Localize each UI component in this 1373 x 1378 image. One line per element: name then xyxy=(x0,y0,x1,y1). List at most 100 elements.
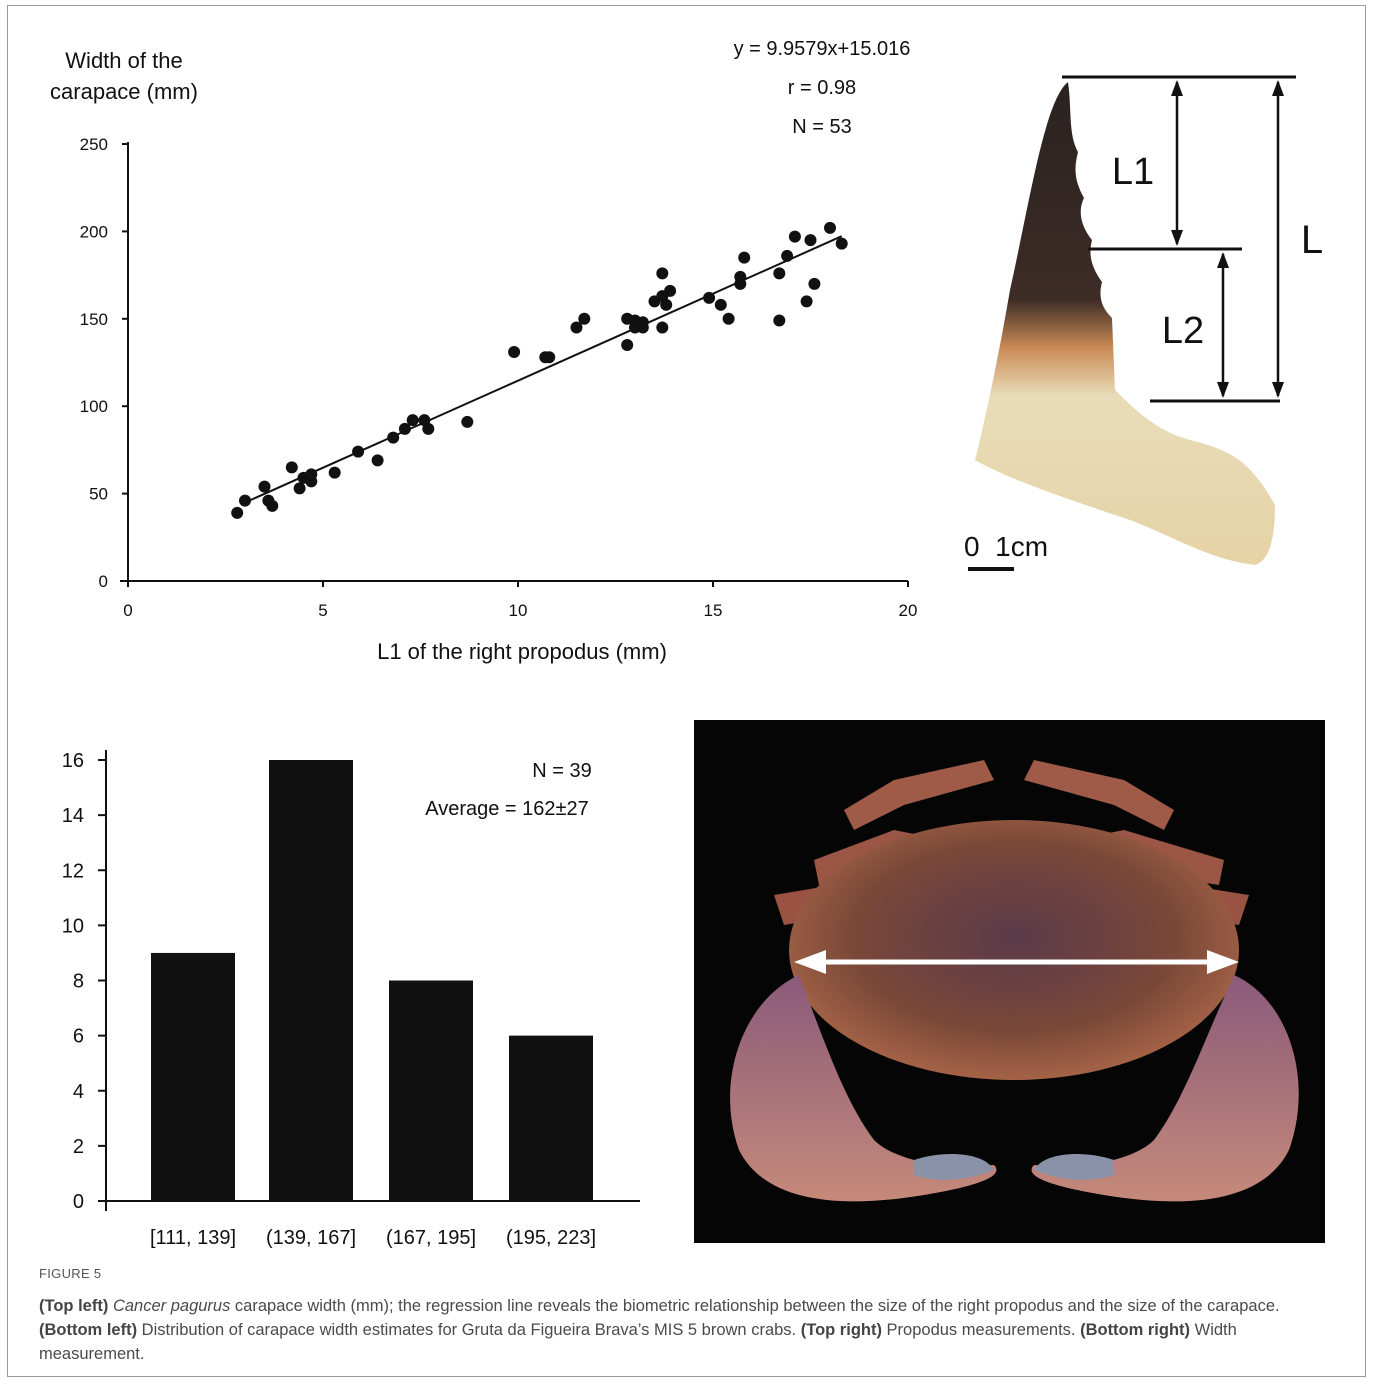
scale-bar-label: 0 1cm xyxy=(964,531,1048,562)
hist-sample-size: N = 39 xyxy=(532,760,591,782)
caption-bottom-right-label: (Bottom right) xyxy=(1080,1321,1191,1339)
crab-pincer-left xyxy=(914,1154,994,1180)
scatter-chart: Width of the carapace (mm) y = 9.9579x+1… xyxy=(50,38,918,664)
data-point xyxy=(804,234,817,247)
data-point xyxy=(788,230,801,243)
regression-equation: y = 9.9579x+15.016 xyxy=(734,38,911,60)
hist-y-tick-label: 2 xyxy=(73,1136,84,1158)
sample-size-annotation: N = 53 xyxy=(792,116,851,138)
data-point xyxy=(328,466,341,479)
y-axis-label-line2: carapace (mm) xyxy=(50,79,198,104)
x-tick-label: 0 xyxy=(123,601,132,620)
label-l: L xyxy=(1301,218,1323,262)
data-point xyxy=(621,339,634,352)
data-point xyxy=(781,249,794,262)
width-arrowhead-left xyxy=(794,950,826,974)
caption-bottom-right-text: Width measurement. xyxy=(39,1321,1237,1363)
data-point xyxy=(636,316,649,329)
data-point xyxy=(773,314,786,327)
label-l2: L2 xyxy=(1162,310,1204,352)
propodus-figure: L1 L2 L 0 1cm xyxy=(964,75,1323,571)
hist-category-label: (195, 223] xyxy=(506,1227,596,1249)
hist-category-label: (167, 195] xyxy=(386,1227,476,1249)
crab-photo xyxy=(694,720,1325,1243)
x-tick-label: 15 xyxy=(704,601,723,620)
crab-leg-right-1 xyxy=(1024,760,1174,830)
crab-leg-left-1 xyxy=(844,760,994,830)
x-tick-label: 20 xyxy=(899,601,918,620)
l1-arrowhead-bottom xyxy=(1171,230,1183,246)
data-point xyxy=(808,277,821,290)
caption-top-left-label: (Top left) xyxy=(39,1297,109,1315)
data-point xyxy=(387,431,400,444)
hist-category-label: [111, 139] xyxy=(150,1227,236,1249)
crab-claw-left xyxy=(730,975,997,1202)
data-point xyxy=(660,298,673,311)
data-point xyxy=(352,445,365,458)
figure-caption: FIGURE 5 (Top left) Cancer pagurus carap… xyxy=(39,1262,1339,1366)
hist-y-tick-label: 14 xyxy=(62,805,84,827)
y-tick-label: 50 xyxy=(89,485,108,504)
hist-average: Average = 162±27 xyxy=(425,798,589,820)
l1-arrowhead-top xyxy=(1171,80,1183,96)
data-point xyxy=(835,237,848,250)
hist-category-label: (139, 167] xyxy=(266,1227,356,1249)
y-tick-label: 250 xyxy=(80,135,108,154)
x-tick-label: 10 xyxy=(509,601,528,620)
propodus-claw-image xyxy=(975,82,1275,565)
data-point xyxy=(258,480,271,493)
histogram-bar xyxy=(509,1035,593,1201)
crab-pincer-right xyxy=(1034,1154,1114,1180)
data-point xyxy=(578,312,591,325)
y-axis-label-line1: Width of the xyxy=(65,48,182,73)
data-point xyxy=(714,298,727,311)
caption-top-right-text: Propodus measurements. xyxy=(881,1321,1081,1339)
data-point xyxy=(422,422,435,435)
l2-arrowhead-top xyxy=(1217,252,1229,268)
data-point xyxy=(266,499,279,512)
hist-y-tick-label: 12 xyxy=(62,860,84,882)
caption-bottom-left-text: Distribution of carapace width estimates… xyxy=(137,1321,801,1339)
caption-species: Cancer pagurus xyxy=(112,1297,231,1315)
data-point xyxy=(773,267,786,280)
data-point xyxy=(722,312,735,325)
crab-carapace xyxy=(789,820,1239,1080)
data-point xyxy=(543,351,556,364)
data-point xyxy=(656,267,669,280)
histogram-bar xyxy=(389,980,473,1201)
l-arrowhead-bottom xyxy=(1272,382,1284,398)
data-point xyxy=(800,295,813,308)
hist-y-tick-label: 10 xyxy=(62,915,84,937)
data-point xyxy=(703,291,716,304)
data-point xyxy=(734,270,747,283)
data-point xyxy=(231,506,244,519)
data-point xyxy=(285,461,298,474)
hist-y-tick-label: 16 xyxy=(62,750,84,772)
x-tick-label: 5 xyxy=(318,601,327,620)
data-point xyxy=(371,454,384,467)
hist-y-tick-label: 4 xyxy=(73,1081,84,1103)
histogram-chart: 0 2 4 6 8 10 12 14 16 [111, 139] (139, 167] (167, … xyxy=(62,750,640,1249)
data-point xyxy=(738,251,751,264)
data-point xyxy=(664,284,677,297)
regression-line xyxy=(240,235,843,506)
caption-text: (Top left) Cancer pagurus carapace width… xyxy=(39,1294,1339,1366)
data-point xyxy=(461,415,474,428)
hist-y-tick-label: 6 xyxy=(73,1026,84,1048)
figure-frame xyxy=(7,5,1366,1377)
hist-y-tick-label: 8 xyxy=(73,971,84,993)
data-point xyxy=(239,494,251,507)
width-arrowhead-right xyxy=(1207,950,1239,974)
figure-label: FIGURE 5 xyxy=(39,1266,102,1281)
x-axis-label: L1 of the right propodus (mm) xyxy=(377,639,667,664)
data-point xyxy=(406,414,419,427)
histogram-bar xyxy=(269,760,353,1201)
caption-top-left-text: carapace width (mm); the regression line… xyxy=(230,1297,1280,1315)
histogram-bar xyxy=(151,952,235,1201)
data-point xyxy=(398,422,411,435)
y-tick-label: 0 xyxy=(99,572,108,591)
data-point xyxy=(305,468,318,481)
y-tick-label: 200 xyxy=(80,222,108,241)
crab-claw-right xyxy=(1031,975,1299,1202)
data-point xyxy=(293,482,306,495)
